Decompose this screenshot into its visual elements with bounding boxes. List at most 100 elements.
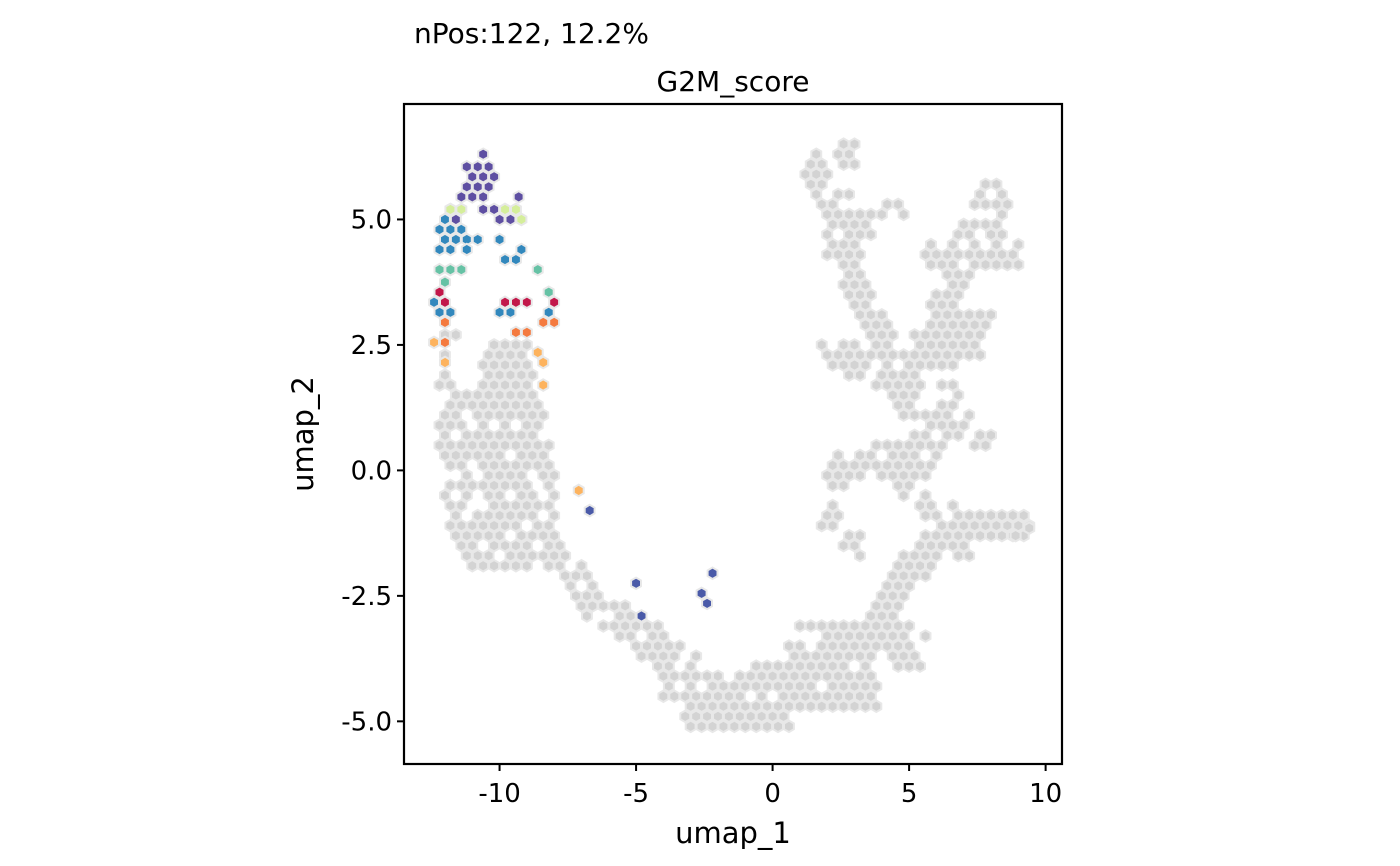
background-bin <box>515 348 528 362</box>
background-bin <box>520 398 533 413</box>
background-bin <box>444 398 457 413</box>
background-bin <box>499 378 511 392</box>
background-bin <box>460 528 473 543</box>
background-bin <box>646 649 659 663</box>
background-bin <box>788 689 801 704</box>
background-bin <box>925 498 937 513</box>
background-bin <box>903 619 916 633</box>
background-bin <box>897 207 910 222</box>
background-bin <box>679 689 692 704</box>
background-bin <box>859 458 872 473</box>
background-bin <box>482 488 495 503</box>
background-bin <box>870 317 883 332</box>
background-bin <box>815 619 828 633</box>
background-bin <box>843 287 855 302</box>
background-bin <box>460 548 473 563</box>
background-bin <box>542 498 555 513</box>
background-bin <box>701 709 713 724</box>
background-bin <box>886 629 899 643</box>
background-bin <box>908 468 921 483</box>
background-bin <box>531 518 544 533</box>
background-bin <box>826 478 839 493</box>
background-bin <box>864 609 877 623</box>
background-bin <box>974 187 987 202</box>
background-bin <box>482 368 495 382</box>
positive-bin-orange <box>439 315 451 330</box>
background-bin <box>504 388 517 402</box>
background-bin <box>859 699 872 714</box>
positive-bin-blue <box>499 252 511 267</box>
background-bin <box>979 197 992 212</box>
background-bin <box>783 719 795 734</box>
background-bin <box>510 558 522 573</box>
background-bin <box>930 327 943 342</box>
background-bin <box>712 669 724 684</box>
positive-bin-violet <box>477 189 490 204</box>
background-bin <box>799 167 812 182</box>
background-bin <box>520 498 533 513</box>
background-bin <box>826 197 839 212</box>
positive-bin-violet <box>482 179 495 194</box>
background-bin <box>531 418 544 433</box>
background-bin <box>919 408 932 423</box>
background-bin <box>859 217 872 232</box>
x-tick-label: -10 <box>478 779 520 809</box>
background-bin <box>837 478 850 493</box>
background-bin <box>455 538 468 553</box>
background-bin <box>493 468 506 483</box>
background-bin <box>946 498 959 513</box>
background-bin <box>624 629 637 643</box>
background-bin <box>761 699 774 714</box>
background-bin <box>531 398 544 413</box>
background-bin <box>946 237 959 252</box>
background-bin <box>952 428 965 443</box>
background-bin <box>591 588 604 603</box>
y-axis-title: umap_2 <box>286 376 320 492</box>
positive-bins <box>428 147 719 623</box>
background-bin <box>864 207 877 222</box>
background-bin <box>979 217 992 232</box>
background-bin <box>892 599 905 613</box>
background-bin <box>515 508 528 523</box>
background-bin <box>826 699 839 714</box>
background-bin <box>488 338 501 352</box>
positive-bin-teal <box>531 262 544 277</box>
background-bin <box>499 418 511 433</box>
background-bin <box>935 338 948 352</box>
background-bin <box>722 709 735 724</box>
background-bin <box>493 428 506 443</box>
background-bin <box>854 448 866 463</box>
background-bin <box>783 679 795 694</box>
positive-bin-indigo <box>695 586 708 601</box>
background-bin <box>881 378 894 392</box>
background-bin <box>957 217 970 232</box>
background-bin <box>854 348 866 362</box>
background-bin <box>488 458 501 473</box>
background-bin <box>804 619 817 633</box>
y-axis: -5.0 -2.5 0.0 2.5 5.0 <box>341 205 404 737</box>
positive-bin-yellow <box>439 355 451 370</box>
background-bin <box>859 619 872 633</box>
chart-title: G2M_score <box>657 65 810 98</box>
background-bin <box>755 669 768 684</box>
background-bin <box>515 368 528 382</box>
background-bin <box>804 659 817 674</box>
positive-bin-violet <box>455 189 468 204</box>
background-bin <box>925 358 937 372</box>
background-bin <box>963 247 976 262</box>
background-bin <box>706 679 719 694</box>
background-bin <box>804 679 817 694</box>
background-bin <box>493 408 506 423</box>
background-bin <box>974 327 987 342</box>
background-bin <box>864 448 877 463</box>
background-bin <box>826 458 839 473</box>
background-bin <box>477 518 490 533</box>
background-bin <box>608 599 621 613</box>
background-bin <box>477 418 490 433</box>
background-bin <box>837 659 850 674</box>
y-tick-label: 0.0 <box>351 456 392 486</box>
background-bin <box>548 528 561 543</box>
background-bin <box>914 338 926 352</box>
background-bin <box>870 458 883 473</box>
background-bin <box>946 317 959 332</box>
